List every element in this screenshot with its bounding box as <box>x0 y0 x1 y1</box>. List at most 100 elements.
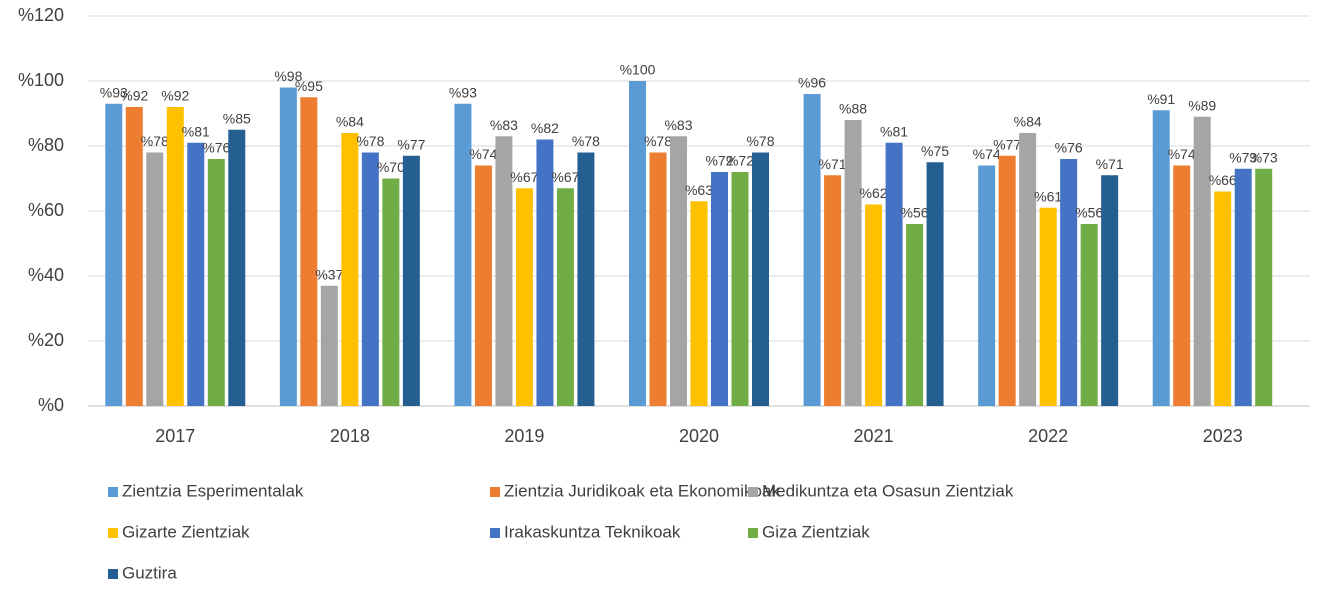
bar <box>649 152 667 406</box>
legend-label: Zientzia Esperimentalak <box>122 481 304 500</box>
value-label: %71 <box>819 156 847 172</box>
value-label: %61 <box>1034 188 1062 204</box>
bar <box>670 136 687 406</box>
bar <box>1214 191 1232 406</box>
value-label: %82 <box>531 120 559 136</box>
value-label: %93 <box>449 84 477 100</box>
value-label: %67 <box>551 169 579 185</box>
x-tick-label: 2020 <box>679 426 719 446</box>
bar <box>105 103 123 406</box>
bar <box>885 142 903 406</box>
bar <box>1101 175 1119 406</box>
x-tick-label: 2023 <box>1203 426 1243 446</box>
bar <box>207 159 225 406</box>
bar <box>536 139 554 406</box>
bar <box>454 103 472 406</box>
value-label: %85 <box>223 110 251 126</box>
value-label: %95 <box>295 78 323 94</box>
bar <box>146 152 164 406</box>
bar <box>125 107 143 406</box>
value-label: %83 <box>664 117 692 133</box>
bar <box>577 152 595 406</box>
legend-swatch <box>748 487 758 497</box>
bar <box>998 155 1016 406</box>
value-label: %72 <box>705 153 733 169</box>
bar <box>279 87 297 406</box>
bar <box>1193 116 1211 406</box>
value-label: %76 <box>1055 140 1083 156</box>
bar <box>824 175 842 406</box>
legend-swatch <box>748 528 758 538</box>
bar <box>495 136 513 406</box>
value-label: %74 <box>1168 146 1196 162</box>
value-label: %84 <box>1014 114 1042 130</box>
legend-label: Guztira <box>122 563 177 582</box>
value-label: %76 <box>202 140 230 156</box>
value-label: %62 <box>860 185 888 201</box>
bar <box>341 133 359 406</box>
value-label: %78 <box>572 133 600 149</box>
x-tick-label: 2021 <box>854 426 894 446</box>
value-label: %67 <box>510 169 538 185</box>
bar <box>1173 165 1191 406</box>
bar <box>228 129 246 406</box>
legend-swatch <box>108 569 118 579</box>
value-label: %100 <box>620 62 656 78</box>
bar <box>300 97 318 406</box>
value-label: %56 <box>901 205 929 221</box>
bar <box>906 224 924 406</box>
value-label: %92 <box>161 88 189 104</box>
value-label: %77 <box>397 136 425 152</box>
bar <box>752 152 769 406</box>
value-label: %63 <box>685 182 713 198</box>
value-label: %78 <box>141 133 169 149</box>
bar <box>978 165 996 406</box>
value-label: %78 <box>644 133 672 149</box>
bar <box>1039 207 1057 406</box>
value-label: %56 <box>1075 205 1103 221</box>
bar <box>926 162 944 406</box>
y-tick-label: %120 <box>18 5 64 25</box>
y-tick-label: %40 <box>28 265 64 285</box>
value-label: %74 <box>469 146 497 162</box>
bar <box>711 172 728 406</box>
bar <box>187 142 205 406</box>
value-label: %66 <box>1209 172 1237 188</box>
value-label: %73 <box>1250 149 1278 165</box>
legend-swatch <box>490 487 500 497</box>
value-label: %92 <box>120 88 148 104</box>
bar <box>166 107 184 406</box>
value-label: %83 <box>490 117 518 133</box>
bar <box>402 155 420 406</box>
value-label: %71 <box>1096 156 1124 172</box>
legend-swatch <box>108 487 118 497</box>
value-label: %81 <box>880 123 908 139</box>
bar <box>690 201 708 406</box>
x-tick-label: 2022 <box>1028 426 1068 446</box>
y-tick-label: %0 <box>38 395 64 415</box>
value-label: %75 <box>921 143 949 159</box>
bar <box>320 285 338 406</box>
bar <box>865 204 883 406</box>
legend-label: Giza Zientziak <box>762 522 870 541</box>
legend-label: Gizarte Zientziak <box>122 522 250 541</box>
value-label: %37 <box>315 266 343 282</box>
value-label: %88 <box>839 101 867 117</box>
legend-label: Medikuntza eta Osasun Zientziak <box>762 481 1014 500</box>
bar <box>629 81 646 406</box>
value-label: %98 <box>274 68 302 84</box>
bar <box>1234 168 1252 406</box>
bar <box>361 152 379 406</box>
value-label: %84 <box>336 114 364 130</box>
legend-label: Irakaskuntza Teknikoak <box>504 522 681 541</box>
legend-swatch <box>108 528 118 538</box>
y-tick-label: %60 <box>28 200 64 220</box>
value-label: %96 <box>798 75 826 91</box>
value-label: %89 <box>1188 97 1216 113</box>
y-tick-label: %80 <box>28 135 64 155</box>
legend-swatch <box>490 528 500 538</box>
legend-label: Zientzia Juridikoak eta Ekonomikoak <box>504 481 780 500</box>
x-tick-label: 2019 <box>504 426 544 446</box>
bar <box>731 172 749 406</box>
